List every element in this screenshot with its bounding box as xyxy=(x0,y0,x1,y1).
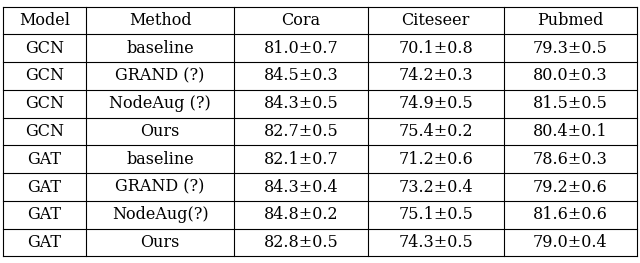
Text: 73.2±0.4: 73.2±0.4 xyxy=(398,179,473,195)
Text: 82.7±0.5: 82.7±0.5 xyxy=(264,123,339,140)
Text: Model: Model xyxy=(19,12,70,29)
Text: Citeseer: Citeseer xyxy=(401,12,470,29)
Text: GAT: GAT xyxy=(28,206,61,223)
Text: 74.3±0.5: 74.3±0.5 xyxy=(398,234,473,251)
Text: NodeAug (?): NodeAug (?) xyxy=(109,95,211,112)
Text: 78.6±0.3: 78.6±0.3 xyxy=(533,151,608,168)
Text: 79.3±0.5: 79.3±0.5 xyxy=(533,40,608,57)
Text: 75.1±0.5: 75.1±0.5 xyxy=(398,206,473,223)
Text: 84.3±0.4: 84.3±0.4 xyxy=(264,179,339,195)
Text: 70.1±0.8: 70.1±0.8 xyxy=(398,40,473,57)
Text: 84.8±0.2: 84.8±0.2 xyxy=(264,206,339,223)
Text: GAT: GAT xyxy=(28,234,61,251)
Text: 82.8±0.5: 82.8±0.5 xyxy=(264,234,339,251)
Text: 79.2±0.6: 79.2±0.6 xyxy=(533,179,607,195)
Text: baseline: baseline xyxy=(126,151,194,168)
Text: 84.5±0.3: 84.5±0.3 xyxy=(264,68,339,84)
Text: 75.4±0.2: 75.4±0.2 xyxy=(398,123,473,140)
Text: Cora: Cora xyxy=(282,12,321,29)
Text: GAT: GAT xyxy=(28,179,61,195)
Text: GAT: GAT xyxy=(28,151,61,168)
Text: 74.9±0.5: 74.9±0.5 xyxy=(398,95,473,112)
Text: GRAND (?): GRAND (?) xyxy=(115,179,205,195)
Text: GRAND (?): GRAND (?) xyxy=(115,68,205,84)
Text: 71.2±0.6: 71.2±0.6 xyxy=(398,151,473,168)
Text: 80.0±0.3: 80.0±0.3 xyxy=(533,68,607,84)
Text: NodeAug(?): NodeAug(?) xyxy=(112,206,209,223)
Text: 79.0±0.4: 79.0±0.4 xyxy=(533,234,607,251)
Text: GCN: GCN xyxy=(25,68,64,84)
Text: GCN: GCN xyxy=(25,95,64,112)
Text: 82.1±0.7: 82.1±0.7 xyxy=(264,151,339,168)
Text: 81.5±0.5: 81.5±0.5 xyxy=(533,95,608,112)
Text: Ours: Ours xyxy=(140,234,180,251)
Text: 84.3±0.5: 84.3±0.5 xyxy=(264,95,339,112)
Text: Pubmed: Pubmed xyxy=(537,12,604,29)
Text: 74.2±0.3: 74.2±0.3 xyxy=(398,68,473,84)
Text: GCN: GCN xyxy=(25,40,64,57)
Text: Method: Method xyxy=(129,12,191,29)
Text: Ours: Ours xyxy=(140,123,180,140)
Text: 80.4±0.1: 80.4±0.1 xyxy=(533,123,607,140)
Text: 81.0±0.7: 81.0±0.7 xyxy=(264,40,339,57)
Text: 81.6±0.6: 81.6±0.6 xyxy=(533,206,608,223)
Text: baseline: baseline xyxy=(126,40,194,57)
Text: GCN: GCN xyxy=(25,123,64,140)
